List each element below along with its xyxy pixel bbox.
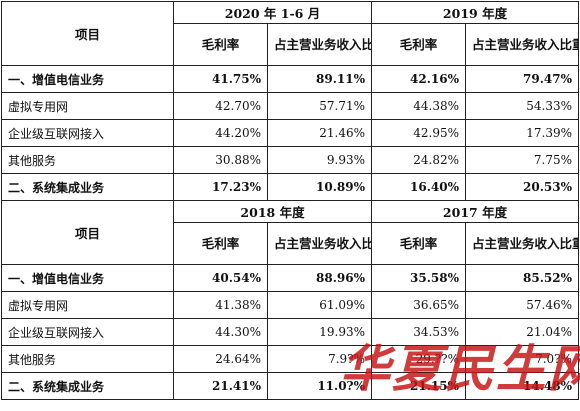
revenue-share-cell: 57.71%	[267, 92, 372, 120]
gross-margin-cell: 40.54%	[173, 264, 268, 292]
gross-margin-header: 毛利率	[371, 222, 466, 265]
gross-margin-cell: 21.41%	[173, 372, 268, 400]
revenue-share-header: 占主营业务收入比重	[465, 222, 579, 265]
table-row: 企业级互联网接入 44.20% 21.46% 42.95% 17.39%	[1, 119, 579, 147]
revenue-share-header: 占主营业务收入比重	[465, 23, 579, 66]
gross-margin-header: 毛利率	[371, 23, 466, 66]
gross-margin-cell: 42.16%	[371, 65, 466, 93]
revenue-share-header: 占主营业务收入比重	[267, 222, 372, 265]
revenue-share-cell: 54.33%	[465, 92, 579, 120]
gross-margin-cell: 44.30%	[173, 318, 268, 346]
revenue-share-cell: 7.75%	[465, 146, 579, 174]
revenue-share-cell: 85.52%	[465, 264, 579, 292]
revenue-share-cell: 57.46%	[465, 291, 579, 319]
row-name: 一、增值电信业务	[1, 264, 174, 292]
period-header-2020h1: 2020 年 1-6 月	[173, 1, 372, 24]
gross-margin-header: 毛利率	[173, 23, 268, 66]
row-name: 虚拟专用网	[1, 291, 174, 319]
gross-margin-cell: 44.38%	[371, 92, 466, 120]
table-row: 虚拟专用网 41.38% 61.09% 36.65% 57.46%	[1, 291, 579, 319]
gross-margin-header: 毛利率	[173, 222, 268, 265]
revenue-share-cell: 21.46%	[267, 119, 372, 147]
revenue-share-cell: 19.93%	[267, 318, 372, 346]
row-name: 二、系统集成业务	[1, 372, 174, 400]
gross-margin-cell: 34.53%	[371, 318, 466, 346]
gross-margin-cell: 16.40%	[371, 173, 466, 201]
period-header-2017: 2017 年度	[371, 200, 579, 223]
revenue-share-cell: 88.96%	[267, 264, 372, 292]
row-name: 一、增值电信业务	[1, 65, 174, 93]
gross-margin-cell: 41.38%	[173, 291, 268, 319]
row-name: 企业级互联网接入	[1, 119, 174, 147]
gross-margin-table: 项目 2020 年 1-6 月 2019 年度 毛利率 占主营业务收入比重 毛利…	[1, 1, 579, 400]
table-row: 企业级互联网接入 44.30% 19.93% 34.53% 21.04%	[1, 318, 579, 346]
item-header: 项目	[1, 1, 174, 66]
gross-margin-cell: 36.65%	[371, 291, 466, 319]
gross-margin-cell: 35.58%	[371, 264, 466, 292]
revenue-share-cell: 9.93%	[267, 146, 372, 174]
table-row: 虚拟专用网 42.70% 57.71% 44.38% 54.33%	[1, 92, 579, 120]
revenue-share-cell: 7.9?%	[267, 345, 372, 373]
table-row: 其他服务 30.88% 9.93% 24.82% 7.75%	[1, 146, 579, 174]
table-row: 一、增值电信业务 40.54% 88.96% 35.58% 85.52%	[1, 264, 579, 292]
row-name: 其他服务	[1, 345, 174, 373]
table-row: 一、增值电信业务 41.75% 89.11% 42.16% 79.47%	[1, 65, 579, 93]
revenue-share-cell: 14.48%	[465, 372, 579, 400]
gross-margin-cell: 24.64%	[173, 345, 268, 373]
gross-margin-cell: 42.70%	[173, 92, 268, 120]
period-header-2018: 2018 年度	[173, 200, 372, 223]
table-row: 二、系统集成业务 17.23% 10.89% 16.40% 20.53%	[1, 173, 579, 201]
gross-margin-cell: 30.88%	[173, 146, 268, 174]
revenue-share-cell: 79.47%	[465, 65, 579, 93]
revenue-share-header: 占主营业务收入比重	[267, 23, 372, 66]
gross-margin-cell: 29.??%	[371, 345, 466, 373]
period-header-2019: 2019 年度	[371, 1, 579, 24]
revenue-share-cell: 21.04%	[465, 318, 579, 346]
row-name: 其他服务	[1, 146, 174, 174]
gross-margin-cell: 44.20%	[173, 119, 268, 147]
revenue-share-cell: 11.0?%	[267, 372, 372, 400]
revenue-share-cell: 17.39%	[465, 119, 579, 147]
row-name: 二、系统集成业务	[1, 173, 174, 201]
revenue-share-cell: 7.0?%	[465, 345, 579, 373]
gross-margin-cell: 17.23%	[173, 173, 268, 201]
gross-margin-cell: 42.95%	[371, 119, 466, 147]
revenue-share-cell: 20.53%	[465, 173, 579, 201]
revenue-share-cell: 10.89%	[267, 173, 372, 201]
table-row: 二、系统集成业务 21.41% 11.0?% 21.15% 14.48%	[1, 372, 579, 400]
gross-margin-cell: 21.15%	[371, 372, 466, 400]
row-name: 企业级互联网接入	[1, 318, 174, 346]
revenue-share-cell: 89.11%	[267, 65, 372, 93]
item-header: 项目	[1, 200, 174, 265]
table-row: 其他服务 24.64% 7.9?% 29.??% 7.0?%	[1, 345, 579, 373]
row-name: 虚拟专用网	[1, 92, 174, 120]
gross-margin-cell: 41.75%	[173, 65, 268, 93]
gross-margin-cell: 24.82%	[371, 146, 466, 174]
revenue-share-cell: 61.09%	[267, 291, 372, 319]
